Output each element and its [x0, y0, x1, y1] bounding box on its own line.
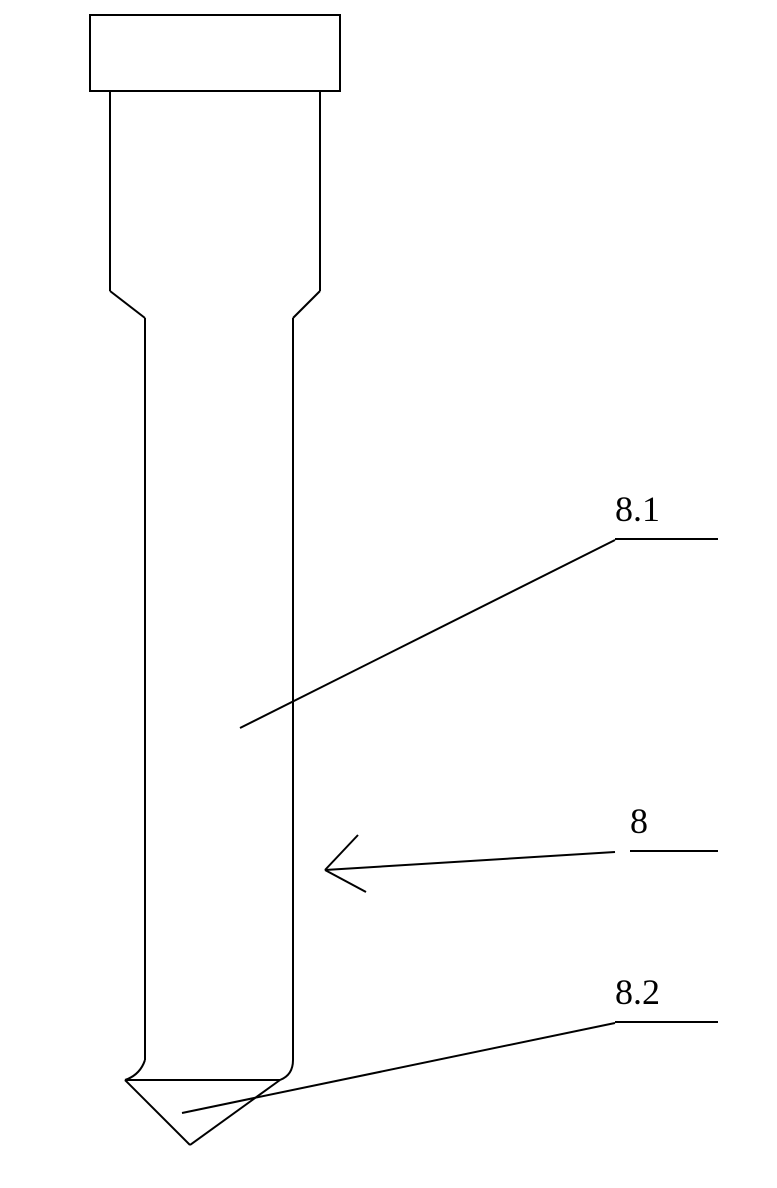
- label-8-2: 8.2: [615, 971, 660, 1013]
- label-8-1: 8.1: [615, 488, 660, 530]
- engineering-diagram: [0, 0, 777, 1188]
- label-8: 8: [630, 800, 648, 842]
